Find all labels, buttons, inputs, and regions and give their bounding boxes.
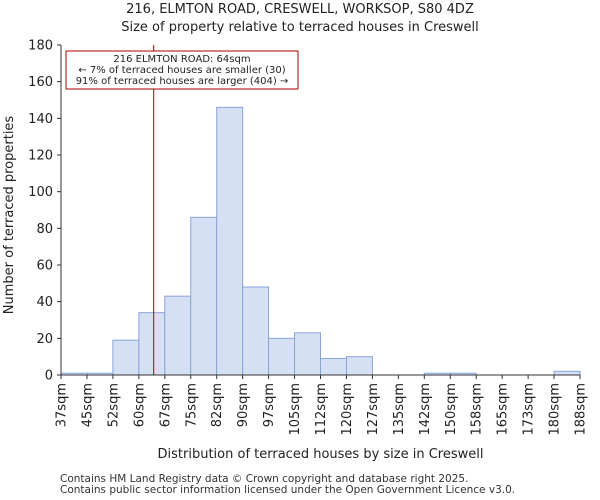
histogram-chart: 0 20 40 60 80 100 120 140 160 180 37sqm 45sqm 52sqm…	[2, 39, 589, 463]
y-tick-label: 180	[28, 39, 53, 54]
x-tick-label: 105sqm	[288, 383, 303, 436]
x-tick-label: 75sqm	[184, 383, 199, 427]
bar-97sqm	[268, 337, 296, 376]
x-tick-label: 135sqm	[392, 383, 407, 436]
x-tick-label: 142sqm	[418, 383, 433, 436]
bar-180sqm	[553, 370, 581, 376]
y-axis-label: Number of terraced properties	[2, 116, 17, 315]
bar-60sqm	[138, 312, 166, 376]
bar-52sqm	[112, 339, 140, 376]
x-tick-label: 150sqm	[444, 383, 459, 436]
chart-title: 216, ELMTON ROAD, CRESWELL, WORKSOP, S80…	[126, 2, 474, 17]
y-tick-label: 80	[36, 222, 53, 237]
x-tick-label: 37sqm	[55, 383, 70, 427]
x-tick-label: 82sqm	[210, 383, 225, 427]
y-tick-label: 0	[45, 369, 53, 384]
annotation-line-3: 91% of terraced houses are larger (404) …	[76, 76, 289, 87]
x-axis-ticks: 37sqm 45sqm 52sqm 60sqm 67sqm 75sqm 82sqm 90sqm…	[55, 375, 589, 436]
y-tick-label: 160	[28, 75, 53, 90]
bar-112sqm	[320, 358, 347, 376]
y-tick-label: 40	[36, 295, 53, 310]
footer-copyright: Contains HM Land Registry data © Crown c…	[60, 473, 469, 485]
chart-subtitle: Size of property relative to terraced ho…	[121, 20, 479, 35]
y-axis-ticks: 0 20 40 60 80 100 120 140 160 180	[28, 39, 61, 384]
bars-group	[60, 106, 581, 376]
x-tick-label: 90sqm	[236, 383, 251, 427]
x-tick-label: 188sqm	[574, 383, 589, 436]
x-tick-label: 180sqm	[548, 383, 563, 436]
x-tick-label: 127sqm	[366, 383, 381, 436]
y-tick-label: 140	[28, 112, 53, 127]
x-tick-label: 173sqm	[522, 383, 537, 436]
x-tick-label: 52sqm	[106, 383, 121, 427]
x-tick-label: 45sqm	[80, 383, 95, 427]
x-tick-label: 165sqm	[496, 383, 511, 436]
annotation-box	[65, 50, 299, 90]
y-tick-label: 100	[28, 185, 53, 200]
annotation-line-2: ← 7% of terraced houses are smaller (30)	[78, 65, 285, 76]
bar-105sqm	[294, 332, 321, 376]
x-tick-label: 158sqm	[470, 383, 485, 436]
bar-120sqm	[345, 356, 373, 376]
y-tick-label: 20	[36, 332, 53, 347]
annotation-line-1: 216 ELMTON ROAD: 64sqm	[113, 54, 250, 65]
footer-licence: Contains public sector information licen…	[60, 484, 516, 496]
x-axis-label: Distribution of terraced houses by size …	[158, 447, 484, 462]
x-tick-label: 97sqm	[262, 383, 277, 427]
bar-75sqm	[190, 216, 218, 376]
bar-90sqm	[242, 286, 270, 376]
x-tick-label: 67sqm	[158, 383, 173, 427]
x-tick-label: 120sqm	[340, 383, 355, 436]
x-tick-label: 60sqm	[132, 383, 147, 427]
x-tick-label: 112sqm	[314, 383, 329, 436]
y-tick-label: 120	[28, 149, 53, 164]
bar-67sqm	[164, 295, 192, 376]
bar-82sqm	[216, 106, 244, 376]
y-tick-label: 60	[36, 259, 53, 274]
